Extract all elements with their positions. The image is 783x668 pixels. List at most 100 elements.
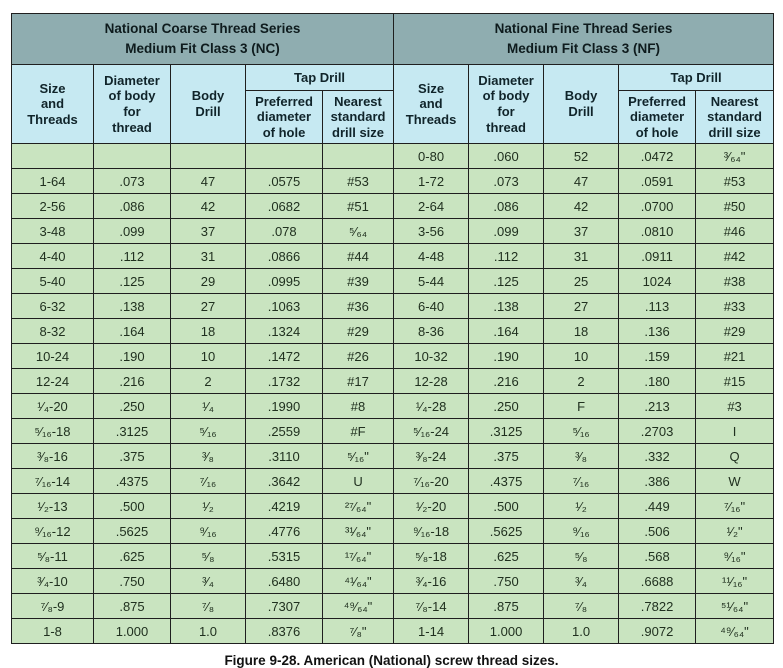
table-cell: 6-40 [393, 293, 470, 319]
table-cell: 29 [170, 268, 246, 294]
figure-caption: Figure 9-28. American (National) screw t… [224, 653, 559, 668]
table-cell: .0575 [245, 168, 323, 194]
table-cell: 1024 [618, 268, 697, 294]
table-cell: Q [695, 443, 775, 469]
table-cell: ⁵⁄₈ [543, 543, 620, 569]
table-cell: 47 [170, 168, 246, 194]
table-cell: 18 [543, 318, 620, 344]
table-cell: .112 [93, 243, 171, 269]
table-cell: ¹⁄₂-20 [393, 493, 470, 519]
table-cell: #17 [321, 368, 395, 394]
table-cell: ³⁄₄-16 [393, 568, 470, 594]
table-cell [245, 143, 323, 169]
col-header-preferred-nc: Preferred diameter of hole [245, 90, 323, 144]
table-cell: #F [321, 418, 395, 444]
table-cell: .250 [93, 393, 171, 419]
table-cell: ¹⁄₂" [695, 518, 775, 544]
table-cell: #3 [695, 393, 775, 419]
table-cell [93, 143, 171, 169]
col-header-nearest-nf: Nearest standard drill size [695, 90, 775, 144]
table-cell: .0591 [618, 168, 697, 194]
table-cell: .5625 [468, 518, 545, 544]
table-cell: .078 [245, 218, 323, 244]
table-cell: F [543, 393, 620, 419]
table-cell: .4776 [245, 518, 323, 544]
table-cell: 8-36 [393, 318, 470, 344]
table-cell: 1.0 [170, 618, 246, 644]
table-row: 10-24.190 10.1472 #26 10-32.190 10.159 #21 [11, 343, 775, 369]
table-cell: 6-32 [11, 293, 94, 319]
table-cell: 1.000 [468, 618, 545, 644]
table-cell: .7307 [245, 593, 323, 619]
table-cell: .1472 [245, 343, 323, 369]
table-cell: .113 [618, 293, 697, 319]
table-cell: .216 [93, 368, 171, 394]
table-cell: .2559 [245, 418, 323, 444]
table-cell: 31 [170, 243, 246, 269]
table-cell: ⁴⁹⁄₆₄" [321, 593, 395, 619]
table-cell: ³⁄₄ [170, 568, 246, 594]
table-cell: #15 [695, 368, 775, 394]
table-cell: 42 [170, 193, 246, 219]
table-cell: 27 [543, 293, 620, 319]
table-cell: .060 [468, 143, 545, 169]
table-cell: #29 [695, 318, 775, 344]
table-cell: #42 [695, 243, 775, 269]
table-cell: .0810 [618, 218, 697, 244]
table-cell: 8-32 [11, 318, 94, 344]
table-cell [321, 143, 395, 169]
table-cell: .1324 [245, 318, 323, 344]
table-cell: 4-48 [393, 243, 470, 269]
table-cell: .500 [93, 493, 171, 519]
table-cell: 37 [170, 218, 246, 244]
table-cell: ⁵⁄₁₆ [170, 418, 246, 444]
table-cell: .5625 [93, 518, 171, 544]
section-title-row: National Coarse Thread Series Medium Fit… [10, 13, 775, 65]
table-cell: ¹¹⁄₁₆" [695, 568, 775, 594]
table-cell: .3110 [245, 443, 323, 469]
section-title-nc: National Coarse Thread Series Medium Fit… [10, 13, 395, 65]
table-cell: #50 [695, 193, 775, 219]
table-cell: 10-32 [393, 343, 470, 369]
table-cell: .0700 [618, 193, 697, 219]
table-cell: #36 [321, 293, 395, 319]
table-cell: 12-28 [393, 368, 470, 394]
table-row: ⁹⁄₁₆-12.5625 ⁹⁄₁₆ .4776 ³¹⁄₆₄" ⁹⁄₁₆-18.5625 ⁹… [11, 518, 775, 544]
table-cell: ⁷⁄₁₆-20 [393, 468, 470, 494]
table-row: ⁵⁄₈-11.625 ⁵⁄₈ .5315 ¹⁷⁄₆₄" ⁵⁄₈-18.625 ⁵⁄₈ .56… [11, 543, 775, 569]
table-cell: #33 [695, 293, 775, 319]
table-cell: 5-44 [393, 268, 470, 294]
table-cell: #29 [321, 318, 395, 344]
table-row: 6-32.138 27.1063 #36 6-40.138 27.113 #33 [11, 293, 775, 319]
table-cell: #51 [321, 193, 395, 219]
table-cell: .500 [468, 493, 545, 519]
table-cell: .386 [618, 468, 697, 494]
table-cell: ³⁄₈-24 [393, 443, 470, 469]
table-cell: .180 [618, 368, 697, 394]
table-cell: .086 [468, 193, 545, 219]
table-cell: #26 [321, 343, 395, 369]
table-cell: 42 [543, 193, 620, 219]
table-cell: ⁵⁄₈-18 [393, 543, 470, 569]
table-cell: ³⁄₄-10 [11, 568, 94, 594]
table-cell: .449 [618, 493, 697, 519]
table-cell: 0-80 [393, 143, 470, 169]
table-cell: ⁷⁄₈-9 [11, 593, 94, 619]
table-cell: ³⁄₄ [543, 568, 620, 594]
col-header-tap-drill-nf: Tap Drill [618, 64, 775, 91]
table-cell: 2-64 [393, 193, 470, 219]
table-cell: ³⁄₈ [543, 443, 620, 469]
table-cell: .1732 [245, 368, 323, 394]
table-cell: .190 [468, 343, 545, 369]
col-header-size-nc: Size and Threads [11, 64, 94, 144]
table-cell: ¹⁄₄ [170, 393, 246, 419]
table-cell: ¹⁄₂ [170, 493, 246, 519]
table-row: ¹⁄₂-13.500 ¹⁄₂ .4219 ²⁷⁄₆₄" ¹⁄₂-20.500 ¹⁄₂ .44… [11, 493, 775, 519]
table-cell: 27 [170, 293, 246, 319]
figure-container: National Coarse Thread Series Medium Fit… [10, 13, 775, 644]
table-cell: .5315 [245, 543, 323, 569]
table-cell: 4-40 [11, 243, 94, 269]
table-cell: 25 [543, 268, 620, 294]
table-cell: ⁹⁄₁₆-12 [11, 518, 94, 544]
table-cell: .073 [468, 168, 545, 194]
